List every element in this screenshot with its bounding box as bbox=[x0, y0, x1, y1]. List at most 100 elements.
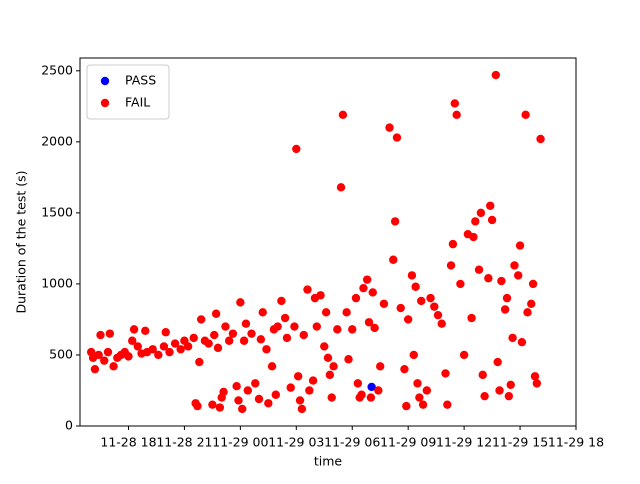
point bbox=[239, 336, 249, 345]
point bbox=[154, 350, 163, 360]
y-tick-label: 500 bbox=[49, 346, 73, 361]
legend-marker bbox=[100, 76, 110, 86]
point bbox=[446, 261, 456, 270]
point bbox=[316, 291, 325, 300]
point bbox=[364, 318, 374, 327]
point bbox=[484, 274, 493, 283]
point bbox=[336, 183, 346, 192]
point bbox=[236, 298, 245, 307]
point bbox=[241, 319, 251, 328]
point bbox=[273, 322, 282, 331]
point bbox=[193, 401, 202, 411]
point bbox=[247, 329, 256, 338]
point bbox=[366, 393, 376, 402]
point bbox=[497, 276, 506, 286]
point bbox=[262, 345, 271, 354]
point bbox=[224, 336, 234, 345]
point bbox=[327, 393, 336, 402]
point bbox=[357, 390, 366, 399]
point bbox=[219, 387, 228, 397]
point bbox=[243, 386, 253, 395]
y-tick-label: 1000 bbox=[41, 275, 73, 290]
point bbox=[415, 393, 424, 402]
point bbox=[228, 329, 238, 338]
x-tick-label: 11-29 18 bbox=[548, 435, 604, 450]
point bbox=[452, 110, 461, 120]
point bbox=[418, 400, 428, 409]
point bbox=[486, 201, 495, 210]
x-tick-label: 11-29 09 bbox=[380, 435, 436, 450]
point bbox=[532, 379, 542, 388]
point bbox=[128, 336, 137, 345]
point bbox=[103, 347, 113, 357]
point bbox=[189, 333, 198, 343]
x-tick-label: 11-29 00 bbox=[212, 435, 268, 450]
point bbox=[500, 305, 510, 314]
point bbox=[299, 330, 308, 340]
point bbox=[368, 288, 377, 297]
point bbox=[232, 382, 241, 391]
point bbox=[338, 110, 348, 120]
point bbox=[148, 345, 157, 354]
point bbox=[407, 271, 417, 280]
point bbox=[400, 364, 409, 374]
point bbox=[170, 339, 180, 348]
y-tick-label: 2500 bbox=[41, 62, 73, 77]
point bbox=[308, 376, 318, 385]
point bbox=[392, 133, 402, 142]
point bbox=[359, 283, 368, 293]
point bbox=[176, 345, 185, 354]
point bbox=[348, 325, 357, 334]
point bbox=[204, 339, 213, 348]
point bbox=[471, 217, 480, 226]
point bbox=[450, 99, 459, 108]
point bbox=[96, 330, 105, 340]
point bbox=[303, 285, 312, 294]
point bbox=[469, 232, 478, 242]
point bbox=[238, 404, 247, 414]
point bbox=[491, 70, 501, 80]
y-tick-label: 2000 bbox=[41, 133, 73, 148]
y-axis-label: Duration of the test (s) bbox=[14, 170, 29, 313]
point bbox=[124, 352, 133, 361]
point bbox=[213, 343, 223, 353]
point bbox=[430, 302, 439, 311]
point bbox=[254, 394, 264, 404]
point bbox=[402, 401, 411, 411]
point bbox=[210, 330, 219, 340]
point bbox=[295, 396, 305, 405]
point bbox=[536, 134, 545, 144]
point bbox=[441, 369, 450, 378]
point bbox=[476, 208, 486, 218]
point bbox=[105, 329, 115, 338]
point bbox=[133, 342, 143, 351]
point bbox=[353, 379, 363, 388]
point bbox=[521, 110, 530, 120]
point bbox=[456, 279, 465, 289]
point bbox=[411, 282, 420, 291]
point bbox=[161, 328, 170, 337]
point bbox=[517, 337, 527, 347]
point bbox=[90, 364, 100, 374]
point bbox=[523, 308, 532, 317]
point bbox=[459, 350, 469, 360]
x-tick-label: 11-29 06 bbox=[324, 435, 380, 450]
point bbox=[374, 386, 383, 395]
point bbox=[286, 383, 295, 392]
point bbox=[293, 372, 303, 381]
point bbox=[94, 350, 103, 360]
x-tick-label: 11-28 18 bbox=[100, 435, 156, 450]
point bbox=[197, 315, 206, 324]
point bbox=[508, 333, 517, 343]
point bbox=[282, 333, 292, 343]
point bbox=[367, 382, 376, 392]
point bbox=[141, 326, 150, 336]
point bbox=[211, 309, 221, 318]
point bbox=[165, 347, 174, 357]
x-tick-label: 11-29 15 bbox=[492, 435, 548, 450]
point bbox=[480, 391, 489, 401]
point bbox=[403, 315, 413, 324]
point bbox=[515, 241, 525, 250]
point bbox=[264, 399, 273, 408]
